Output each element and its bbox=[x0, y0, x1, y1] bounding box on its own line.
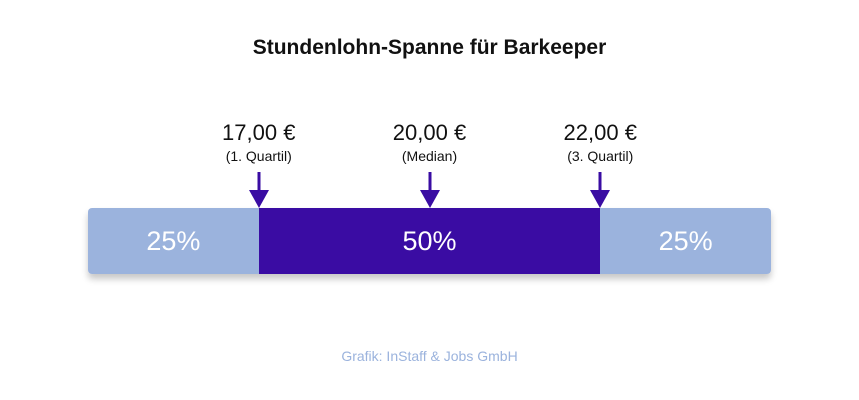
marker-value: 22,00 € bbox=[563, 120, 637, 145]
bar-segment-1: 25% bbox=[88, 208, 259, 274]
bar-segment-2: 50% bbox=[258, 208, 601, 274]
marker-label: (1. Quartil) bbox=[225, 148, 292, 164]
marker-label: (Median) bbox=[401, 148, 458, 164]
marker-2: 20,00 € (Median) bbox=[350, 120, 510, 165]
marker-label: (3. Quartil) bbox=[567, 148, 634, 164]
chart-title: Stundenlohn-Spanne für Barkeeper bbox=[252, 36, 607, 59]
chart-source: Grafik: InStaff & Jobs GmbH bbox=[341, 348, 518, 364]
marker-1: 17,00 € (1. Quartil) bbox=[179, 120, 339, 165]
bar-segment-3: 25% bbox=[600, 208, 771, 274]
marker-3: 22,00 € (3. Quartil) bbox=[520, 120, 680, 165]
marker-value: 17,00 € bbox=[222, 120, 296, 145]
down-arrow-icon bbox=[248, 172, 269, 208]
down-arrow-icon bbox=[419, 172, 440, 208]
down-arrow-icon bbox=[590, 172, 611, 208]
distribution-bar: 25% 50% 25% bbox=[88, 208, 771, 274]
marker-value: 20,00 € bbox=[392, 120, 467, 145]
